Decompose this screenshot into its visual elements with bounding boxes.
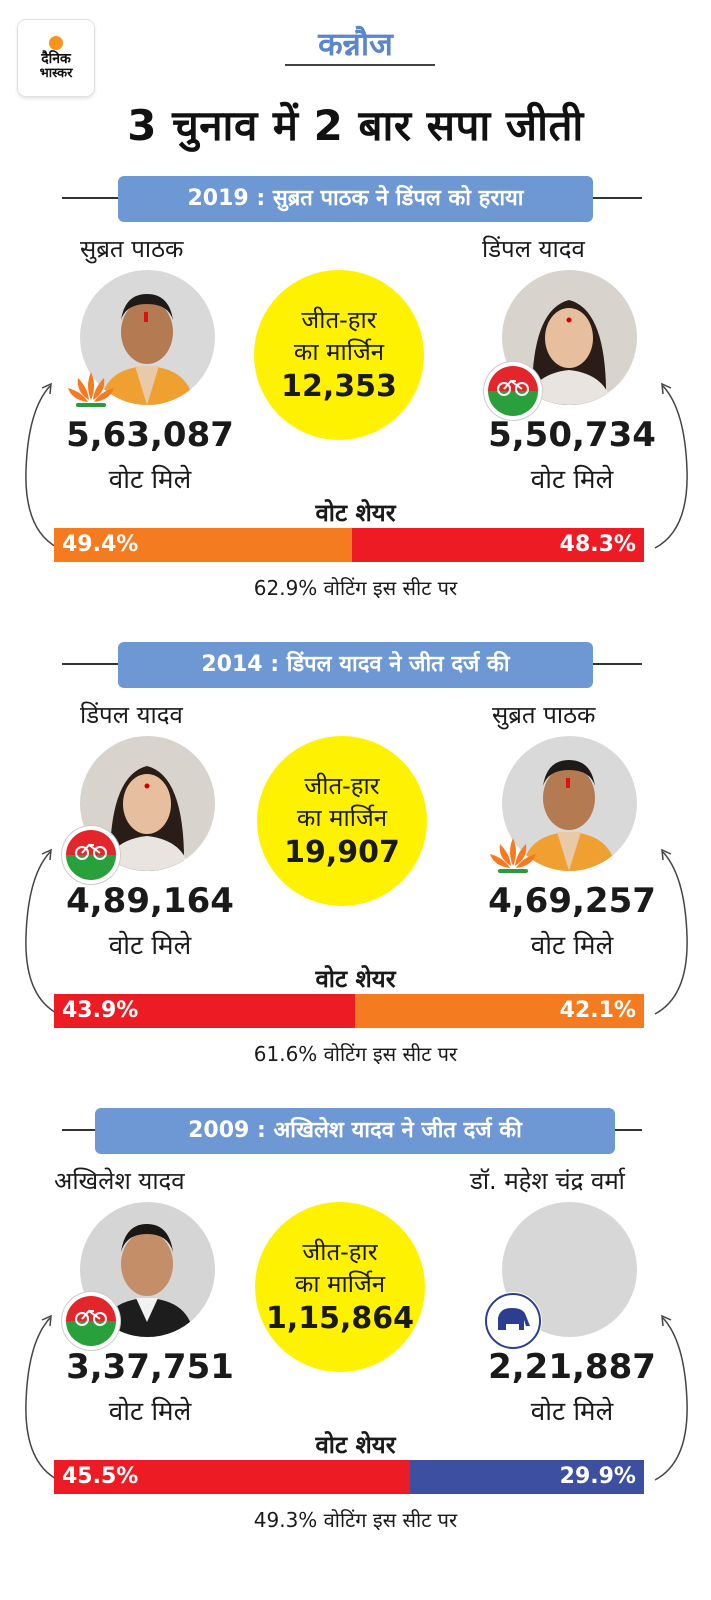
right-votes: 5,50,734 <box>488 415 656 455</box>
margin-value: 19,907 <box>284 835 400 870</box>
curved-arrow-right-icon <box>645 370 695 550</box>
right-votes: 4,69,257 <box>488 881 656 921</box>
left-candidate-name: अखिलेश यादव <box>54 1167 185 1195</box>
curved-arrow-right-icon <box>645 1302 695 1482</box>
election-section-2009: 2009 : अखिलेश यादव ने जीत दर्ज की अखिलेश… <box>0 1102 711 1582</box>
bsp-elephant-icon <box>484 1292 542 1350</box>
right-candidate-name: डॉ. महेश चंद्र वर्मा <box>470 1167 625 1195</box>
section-title: 2019 : सुब्रत पाठक ने डिंपल को हराया <box>118 176 593 222</box>
turnout-text: 49.3% वोटिंग इस सीट पर <box>253 1508 458 1532</box>
candidate-photo-left <box>80 736 215 871</box>
section-title: 2014 : डिंपल यादव ने जीत दर्ज की <box>118 642 593 688</box>
vote-share-label: वोट शेयर <box>315 965 396 993</box>
right-candidate-name: डिंपल यादव <box>482 235 585 263</box>
right-share-text: 42.1% <box>559 998 636 1023</box>
bjp-lotus-icon <box>484 826 542 884</box>
left-votes: 5,63,087 <box>66 415 234 455</box>
logo-line-2: भास्कर <box>39 65 73 81</box>
left-votes-label: वोट मिले <box>108 931 192 961</box>
bjp-lotus-icon <box>62 360 120 418</box>
sp-cycle-icon <box>484 362 542 420</box>
sun-dot-icon <box>49 35 63 50</box>
vote-share-left-segment: 49.4% <box>54 528 353 562</box>
vote-share-right-segment: 29.9% <box>410 1460 644 1494</box>
margin-label-line-2: का मार्जिन <box>296 804 388 832</box>
candidate-photo-right <box>502 736 637 871</box>
margin-label-line-1: जीत-हार <box>304 772 380 800</box>
election-section-2019: 2019 : सुब्रत पाठक ने डिंपल को हराया सुब… <box>0 170 711 650</box>
left-share-text: 43.9% <box>62 998 139 1023</box>
vote-share-right-segment: 42.1% <box>355 994 644 1028</box>
right-votes-label: वोट मिले <box>530 465 614 495</box>
margin-label-line-2: का मार्जिन <box>293 338 385 366</box>
vote-share-left-segment: 43.9% <box>54 994 356 1028</box>
vote-share-right-segment: 48.3% <box>352 528 644 562</box>
left-candidate-name: डिंपल यादव <box>80 701 183 729</box>
turnout-text: 62.9% वोटिंग इस सीट पर <box>253 576 458 600</box>
margin-label-line-2: का मार्जिन <box>294 1270 386 1298</box>
left-votes: 3,37,751 <box>66 1347 234 1387</box>
curved-arrow-right-icon <box>645 836 695 1016</box>
right-candidate-name: सुब्रत पाठक <box>492 701 596 729</box>
victory-margin-circle: जीत-हार का मार्जिन 12,353 <box>254 270 424 440</box>
victory-margin-circle: जीत-हार का मार्जिन 1,15,864 <box>255 1202 425 1372</box>
left-share-text: 49.4% <box>62 532 139 557</box>
curved-arrow-left-icon <box>18 1302 68 1482</box>
right-votes-label: वोट मिले <box>530 1397 614 1427</box>
margin-label-line-1: जीत-हार <box>301 306 377 334</box>
left-votes-label: वोट मिले <box>108 1397 192 1427</box>
candidate-photo-left <box>80 270 215 405</box>
victory-margin-circle: जीत-हार का मार्जिन 19,907 <box>257 736 427 906</box>
sp-cycle-icon <box>62 826 120 884</box>
left-votes: 4,89,164 <box>66 881 234 921</box>
margin-value: 1,15,864 <box>265 1301 415 1336</box>
dainik-bhaskar-logo: दैनिक भास्कर <box>18 20 94 96</box>
turnout-text: 61.6% वोटिंग इस सीट पर <box>253 1042 458 1066</box>
left-candidate-name: सुब्रत पाठक <box>80 235 184 263</box>
right-votes-label: वोट मिले <box>530 931 614 961</box>
right-share-text: 29.9% <box>559 1464 636 1489</box>
vote-share-left-segment: 45.5% <box>54 1460 411 1494</box>
vote-share-bar: 43.9% 42.1% <box>54 994 644 1028</box>
margin-value: 12,353 <box>281 369 397 404</box>
page-headline: 3 चुनाव में 2 बार सपा जीती <box>127 101 584 150</box>
curved-arrow-left-icon <box>18 836 68 1016</box>
section-title: 2009 : अखिलेश यादव ने जीत दर्ज की <box>95 1108 615 1154</box>
vote-share-bar: 45.5% 29.9% <box>54 1460 644 1494</box>
sp-cycle-icon <box>62 1292 120 1350</box>
election-section-2014: 2014 : डिंपल यादव ने जीत दर्ज की डिंपल य… <box>0 636 711 1116</box>
vote-share-label: वोट शेयर <box>315 1431 396 1459</box>
logo-line-1: दैनिक <box>41 50 71 67</box>
right-share-text: 48.3% <box>559 532 636 557</box>
curved-arrow-left-icon <box>18 370 68 550</box>
vote-share-label: वोट शेयर <box>315 499 396 527</box>
left-share-text: 45.5% <box>62 1464 139 1489</box>
left-votes-label: वोट मिले <box>108 465 192 495</box>
vote-share-bar: 49.4% 48.3% <box>54 528 644 562</box>
constituency-name: कन्नौज <box>318 25 393 63</box>
margin-label-line-1: जीत-हार <box>302 1238 378 1266</box>
right-votes: 2,21,887 <box>488 1347 656 1387</box>
title-underline <box>285 64 435 66</box>
